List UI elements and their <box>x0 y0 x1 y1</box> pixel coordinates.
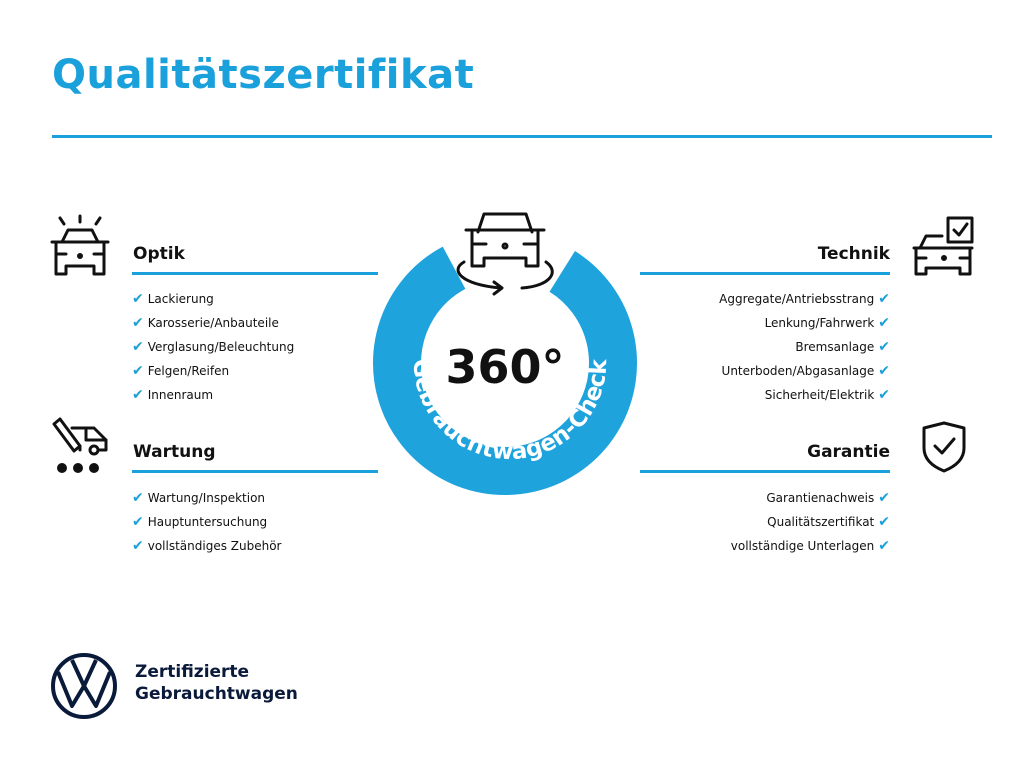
check-icon: ✔ <box>878 490 890 506</box>
car-checklist-icon <box>912 214 976 278</box>
check-icon: ✔ <box>878 315 890 331</box>
check-icon: ✔ <box>132 315 144 331</box>
list-item: Lenkung/Fahrwerk ✔ <box>764 315 890 331</box>
section-title-technik: Technik <box>817 244 890 264</box>
optik-underline <box>132 272 378 275</box>
check-icon: ✔ <box>132 490 144 506</box>
footer-text: Zertifizierte Gebrauchtwagen <box>135 662 298 704</box>
wartung-list: ✔ Wartung/Inspektion ✔ Hauptuntersuchung ✔… <box>128 486 282 558</box>
shield-check-icon <box>920 420 968 474</box>
list-item: Qualitätszertifikat ✔ <box>767 514 890 530</box>
car-rotate-icon <box>456 212 554 296</box>
list-item: Garantienachweis ✔ <box>766 490 890 506</box>
technik-underline <box>640 272 890 275</box>
check-icon: ✔ <box>878 291 890 307</box>
list-item: ✔ vollständiges Zubehör <box>132 538 282 554</box>
list-item: ✔ Wartung/Inspektion <box>132 490 266 506</box>
list-item: ✔ Felgen/Reifen <box>132 363 230 379</box>
list-item: vollständige Unterlagen ✔ <box>730 538 890 554</box>
list-item: ✔ Innenraum <box>132 387 214 403</box>
center-label: 360° <box>445 340 565 394</box>
optik-list: ✔ Lackierung ✔ Karosserie/Anbauteile ✔ Verg… <box>128 287 294 407</box>
list-item: ✔ Verglasung/Beleuchtung <box>132 339 295 355</box>
list-item: Aggregate/Antriebsstrang ✔ <box>719 291 890 307</box>
list-item: Unterboden/Abgasanlage ✔ <box>721 363 890 379</box>
gebrauchtwagen-check-badge: Gebrauchtwagen-Check <box>360 200 660 504</box>
list-item: ✔ Hauptuntersuchung <box>132 514 268 530</box>
check-icon: ✔ <box>878 363 890 379</box>
garantie-underline <box>640 470 890 473</box>
check-icon: ✔ <box>132 339 144 355</box>
section-title-optik: Optik <box>133 244 185 264</box>
check-icon: ✔ <box>132 291 144 307</box>
car-lights-icon <box>48 212 112 278</box>
garantie-list: Garantienachweis ✔ Qualitätszertifikat ✔ v… <box>731 486 894 558</box>
check-icon: ✔ <box>132 538 144 554</box>
page-title: Qualitätszertifikat <box>52 52 475 98</box>
check-icon: ✔ <box>878 387 890 403</box>
check-icon: ✔ <box>878 339 890 355</box>
vw-logo <box>50 652 118 724</box>
check-icon: ✔ <box>132 387 144 403</box>
check-icon: ✔ <box>878 514 890 530</box>
technik-list: Aggregate/Antriebsstrang ✔ Lenkung/Fahrwe… <box>719 287 894 407</box>
car-tool-icon <box>50 416 114 474</box>
check-icon: ✔ <box>132 363 144 379</box>
section-title-wartung: Wartung <box>133 442 216 462</box>
title-divider <box>52 135 992 138</box>
wartung-underline <box>132 470 378 473</box>
check-icon: ✔ <box>132 514 144 530</box>
check-icon: ✔ <box>878 538 890 554</box>
list-item: ✔ Lackierung <box>132 291 214 307</box>
list-item: Bremsanlage ✔ <box>795 339 890 355</box>
list-item: Sicherheit/Elektrik ✔ <box>764 387 890 403</box>
list-item: ✔ Karosserie/Anbauteile <box>132 315 279 331</box>
section-title-garantie: Garantie <box>807 442 890 462</box>
